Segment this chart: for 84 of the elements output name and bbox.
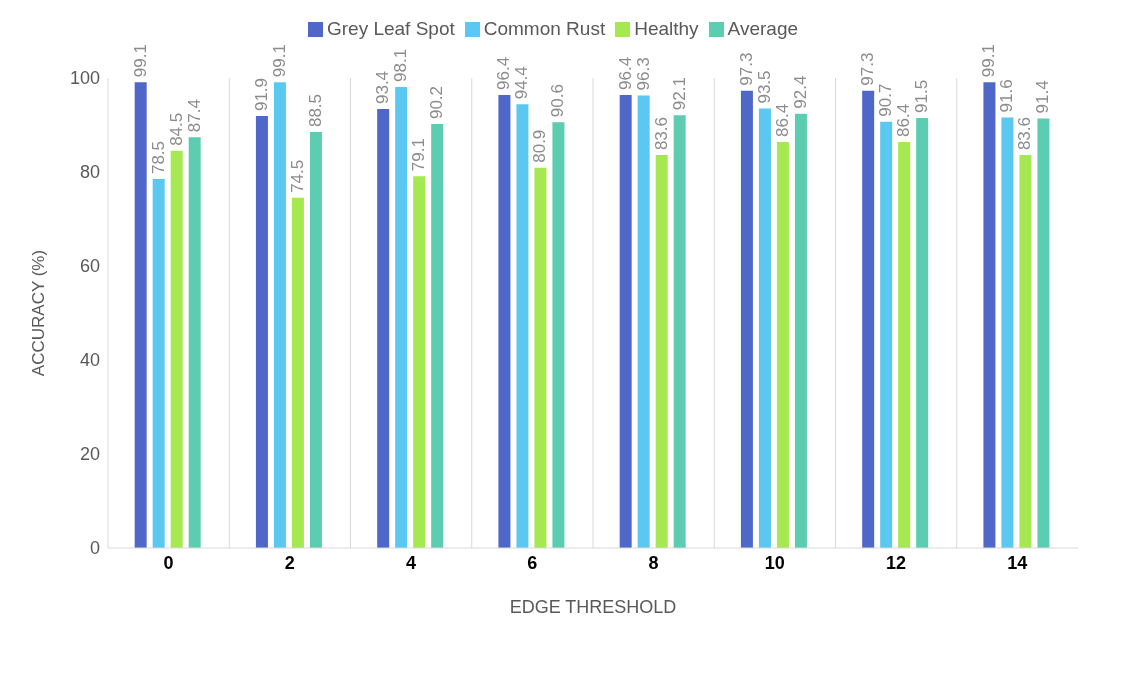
bar [170,150,183,548]
bar [898,141,911,548]
data-label: 93.4 [373,70,393,105]
x-axis-title: EDGE THRESHOLD [509,597,677,617]
x-tick-label: 8 [648,552,659,573]
data-label: 87.4 [184,99,204,133]
data-label: 93.5 [754,70,774,104]
bar [1019,155,1032,548]
data-label: 78.5 [148,140,168,175]
data-label: 97.3 [736,52,756,86]
y-axis-title: ACCURACY (%) [29,249,49,377]
data-label: 99.1 [979,44,999,78]
x-tick-label: 6 [527,552,538,573]
bar [619,94,632,548]
bar [880,121,893,548]
bar [776,141,789,548]
data-label: 91.5 [912,79,932,113]
data-label: 86.4 [894,103,914,137]
bar [413,176,426,548]
data-label: 92.4 [790,75,810,109]
bar [862,90,875,548]
x-tick-label: 12 [886,552,907,573]
data-label: 96.3 [633,57,653,91]
bar [794,113,807,548]
bar [673,115,686,548]
bar [498,94,511,548]
data-label: 91.6 [997,79,1017,113]
bar [758,108,771,548]
bar [655,155,668,548]
y-tick-label: 20 [79,444,100,465]
legend-label: Healthy [634,18,699,39]
data-label: 79.1 [409,138,429,172]
bar [309,132,322,548]
data-label: 94.4 [512,66,532,100]
data-label: 80.9 [530,129,550,163]
bar [552,122,565,548]
bar [516,104,529,548]
bar [291,197,304,548]
bar [916,117,929,548]
data-label: 88.5 [305,93,325,128]
bar [534,167,547,548]
x-tick-label: 2 [284,552,295,573]
y-tick-label: 0 [89,538,100,559]
x-tick-label: 0 [163,552,174,573]
x-tick-label: 14 [1007,552,1028,573]
y-tick-label: 60 [79,256,100,277]
bar [983,82,996,548]
data-label: 83.6 [1015,116,1035,151]
legend-label: Grey Leaf Spot [326,18,455,39]
legend-label: Average [727,18,799,39]
data-label: 97.3 [858,52,878,86]
bar [255,116,268,548]
data-label: 90.2 [427,85,447,120]
bar [740,90,753,548]
bar [152,179,165,548]
data-label: 96.4 [494,56,514,90]
data-label: 98.1 [391,48,411,82]
y-tick-label: 80 [79,162,100,183]
data-label: 86.4 [772,103,792,137]
y-tick-label: 100 [69,68,100,89]
data-label: 91.9 [251,77,271,112]
bar [273,82,286,548]
bar [377,109,390,548]
data-label: 90.6 [548,84,568,118]
x-tick-label: 4 [406,552,417,573]
bar [395,86,408,548]
x-tick-label: 10 [764,552,785,573]
bar [134,82,147,548]
data-label: 96.4 [615,56,635,90]
bar [431,124,444,548]
bar [637,95,650,548]
data-label: 99.1 [130,44,150,78]
bar [1037,118,1050,548]
data-label: 92.1 [669,77,689,111]
y-tick-label: 40 [79,350,100,371]
data-label: 83.6 [651,116,671,151]
bar [188,137,201,548]
bar [1001,117,1014,548]
data-label: 90.7 [876,83,896,117]
data-label: 99.1 [269,44,289,78]
data-label: 91.4 [1033,80,1053,114]
legend-label: Common Rust [483,18,606,39]
data-label: 74.5 [287,159,307,193]
data-label: 84.5 [166,112,186,146]
